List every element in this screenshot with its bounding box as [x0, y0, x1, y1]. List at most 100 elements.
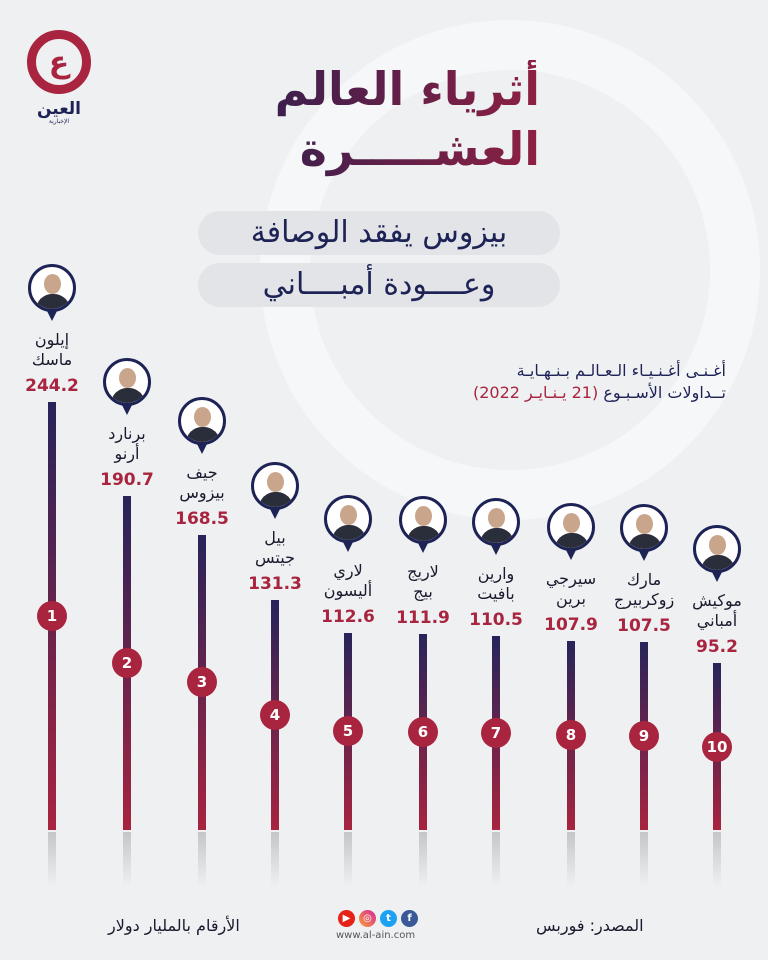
name-label: لاريج بيج — [375, 562, 471, 602]
avatar-head — [636, 513, 653, 534]
avatar-pin — [620, 503, 668, 562]
pin-tip-icon — [566, 549, 576, 560]
name-line: برنارد — [108, 423, 146, 443]
name-line: لاري — [333, 560, 363, 580]
name-line: وارين — [477, 564, 515, 584]
rank-badge: 8 — [556, 720, 586, 751]
subtitle-line-1: بيزوس يفقد الوصافة — [198, 211, 560, 255]
name-line: بيج — [413, 581, 433, 601]
avatar-body — [36, 293, 70, 309]
avatar-head — [194, 406, 211, 427]
avatar-head — [415, 505, 432, 526]
value-label: 190.7 — [100, 469, 154, 490]
note-text: تــداولات الأسـبـوع — [603, 383, 726, 402]
value-label: 107.9 — [544, 614, 598, 635]
instagram-icon[interactable]: ◎ — [359, 910, 376, 927]
facebook-icon[interactable]: f — [401, 910, 418, 927]
bar-reflection — [271, 832, 279, 887]
value-label: 112.6 — [321, 606, 375, 627]
rank-badge: 9 — [629, 720, 659, 751]
avatar-body — [701, 555, 735, 571]
avatar-pin — [399, 495, 447, 554]
avatar — [399, 495, 447, 544]
pin-tip-icon — [639, 550, 649, 561]
bar-reflection — [640, 832, 648, 887]
units-note: الأرقام بالمليار دولار — [108, 916, 240, 935]
avatar-head — [340, 504, 357, 525]
name-line: لاريج — [407, 561, 439, 581]
name-line: بيزوس — [179, 482, 225, 502]
avatar — [324, 494, 372, 543]
avatar — [620, 503, 668, 552]
avatar-pin — [547, 502, 595, 561]
avatar-head — [709, 535, 726, 556]
rank-badge: 4 — [260, 699, 290, 730]
rank-badge: 1 — [37, 600, 67, 631]
note-date: (21 يـنـايـر 2022) — [472, 383, 599, 402]
pin-tip-icon — [270, 508, 280, 519]
pin-tip-icon — [343, 541, 353, 552]
name-line: ماسك — [31, 349, 73, 369]
name-label: بيل جيتس — [227, 528, 323, 568]
name-label: سيرجي برين — [523, 569, 619, 609]
avatar-pin — [178, 396, 226, 455]
pin-tip-icon — [491, 545, 501, 556]
pin-tip-icon — [122, 404, 132, 415]
avatar — [472, 498, 520, 547]
logo-letter: ع — [48, 44, 70, 80]
name-line: أليسون — [323, 580, 373, 600]
bar-reflection — [419, 832, 427, 887]
name-label: لاري أليسون — [300, 561, 396, 601]
pin-tip-icon — [418, 542, 428, 553]
avatar-body — [186, 426, 220, 442]
pin-tip-icon — [47, 310, 57, 321]
avatar-body — [332, 524, 366, 540]
pin-tip-icon — [197, 443, 207, 454]
name-line: سيرجي — [545, 568, 597, 588]
name-label: برنارد أرنو — [79, 424, 175, 464]
name-line: برين — [556, 588, 586, 608]
note-line-2: تــداولات الأسـبـوع (21 يـنـايـر 2022) — [473, 382, 726, 404]
name-line: أمباني — [696, 611, 738, 631]
name-line: بيل — [264, 527, 286, 547]
bar-reflection — [492, 832, 500, 887]
rank-badge: 7 — [481, 718, 511, 749]
value-label: 111.9 — [396, 607, 450, 628]
name-label: وارين بافيت — [448, 564, 544, 604]
avatar-pin — [103, 357, 151, 416]
rank-badge: 3 — [187, 667, 217, 698]
bar-reflection — [123, 832, 131, 887]
name-label: إيلون ماسك — [4, 330, 100, 370]
bar-reflection — [48, 832, 56, 887]
rank-badge: 2 — [112, 647, 142, 678]
avatar-head — [119, 367, 136, 388]
twitter-icon[interactable]: t — [380, 910, 397, 927]
avatar — [28, 263, 76, 312]
youtube-icon[interactable]: ▶ — [338, 910, 355, 927]
logo-emblem: ع — [27, 30, 91, 94]
title-line-1: أثرياء العالم — [220, 60, 540, 118]
rank-badge: 6 — [408, 716, 438, 747]
name-label: موكيش أمباني — [669, 591, 765, 631]
avatar-pin — [251, 461, 299, 520]
website-url[interactable]: www.al-ain.com — [336, 930, 416, 941]
avatar-head — [488, 508, 505, 529]
name-line: موكيش — [692, 591, 742, 611]
name-line: جيف — [186, 462, 218, 482]
title-line-2: العشـــــرة — [220, 120, 540, 178]
name-line: زوكربيرج — [613, 589, 675, 609]
name-line: أرنو — [114, 443, 140, 463]
note-line-1: أغـنـى أغـنـيـاء الـعـالـم بـنـهـايـة — [516, 361, 726, 380]
value-label: 110.5 — [469, 610, 523, 631]
avatar-body — [555, 532, 589, 548]
subtitle-line-2: وعــــودة أمبــــاني — [198, 263, 560, 307]
avatar-head — [267, 471, 284, 492]
bar-reflection — [344, 832, 352, 887]
avatar-body — [259, 491, 293, 507]
avatar-head — [44, 273, 61, 294]
bar-reflection — [567, 832, 575, 887]
avatar — [103, 357, 151, 406]
name-label: جيف بيزوس — [154, 463, 250, 503]
avatar-pin — [472, 498, 520, 556]
name-line: مارك — [626, 569, 662, 589]
